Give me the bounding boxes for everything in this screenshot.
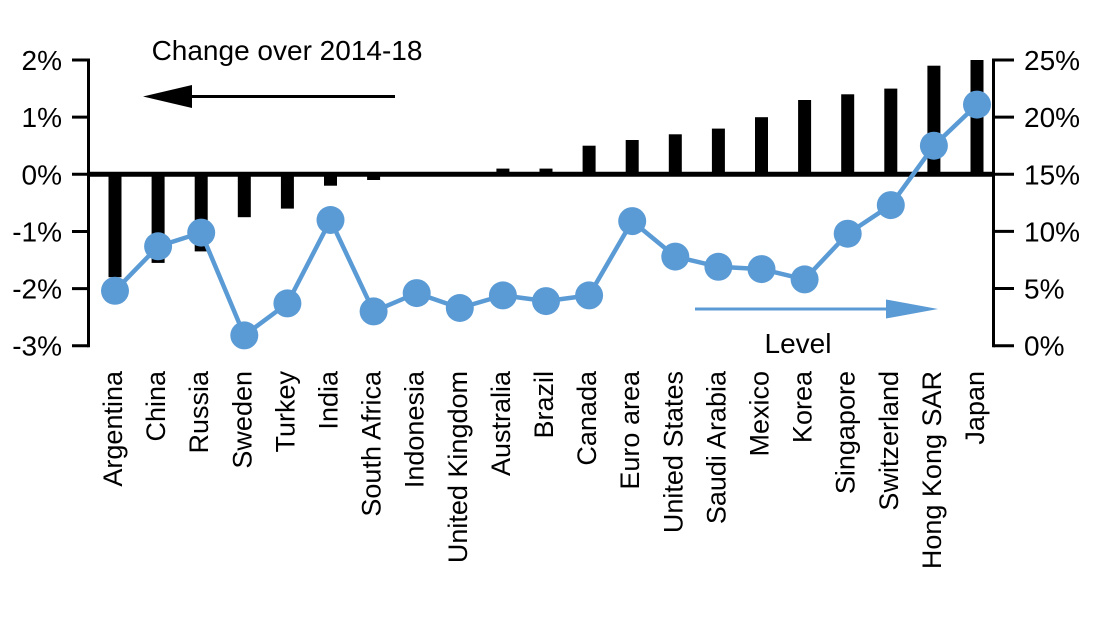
bar-argentina bbox=[108, 174, 122, 278]
x-label-switzerland: Switzerland bbox=[874, 371, 904, 511]
marker-india bbox=[316, 206, 345, 234]
x-label-china: China bbox=[141, 370, 171, 442]
right-arrow-icon bbox=[886, 299, 938, 319]
left-axis-tick-label: 2% bbox=[22, 45, 62, 76]
x-label-united-kingdom: United Kingdom bbox=[443, 371, 473, 563]
change-arrow bbox=[143, 85, 395, 108]
marker-united-states bbox=[661, 242, 690, 271]
left-axis-tick-label: -1% bbox=[12, 216, 62, 247]
left-axis-tick-label: -2% bbox=[12, 274, 62, 305]
bar-brazil bbox=[539, 168, 553, 175]
marker-korea bbox=[790, 265, 819, 294]
axis-ticks-layer: 2% 1% 0% -1% -2% -3% 25% 20% 15% 10% 5% 0% bbox=[12, 45, 1080, 362]
marker-china bbox=[144, 232, 173, 261]
marker-south-africa bbox=[359, 297, 388, 326]
bar-mexico bbox=[755, 117, 768, 175]
bar-singapore bbox=[841, 94, 855, 175]
bar-united-states bbox=[668, 134, 682, 175]
x-label-russia: Russia bbox=[184, 370, 214, 454]
bar-south-africa bbox=[367, 174, 381, 180]
bar-sweden bbox=[237, 174, 251, 218]
left-arrow-icon bbox=[143, 85, 192, 108]
marker-australia bbox=[488, 281, 517, 310]
left-series-title: Change over 2014-18 bbox=[152, 35, 423, 66]
x-label-sweden: Sweden bbox=[227, 371, 257, 469]
bar-switzerland bbox=[884, 88, 898, 175]
marker-hong-kong-sar bbox=[919, 131, 948, 160]
marker-euro-area bbox=[618, 207, 647, 236]
x-axis-labels-layer: Argentina China Russia Sweden Turkey India Sou… bbox=[98, 370, 990, 569]
marker-brazil bbox=[532, 287, 560, 316]
marker-indonesia bbox=[402, 279, 431, 308]
right-axis-tick-label: 0% bbox=[1024, 331, 1064, 362]
x-label-australia: Australia bbox=[486, 370, 516, 476]
left-axis-tick-label: -3% bbox=[12, 331, 62, 362]
level-arrow bbox=[695, 299, 938, 319]
line-layer bbox=[101, 90, 991, 350]
marker-russia bbox=[187, 218, 216, 247]
left-axis-tick-label: 1% bbox=[22, 102, 62, 133]
marker-singapore bbox=[833, 219, 862, 248]
x-label-india: India bbox=[314, 370, 344, 430]
marker-japan bbox=[963, 90, 991, 119]
bar-euro-area bbox=[625, 140, 639, 175]
marker-saudi-arabia bbox=[704, 252, 733, 281]
x-label-canada: Canada bbox=[572, 370, 602, 466]
right-axis-tick-label: 5% bbox=[1024, 274, 1064, 305]
marker-switzerland bbox=[876, 191, 905, 220]
x-label-euro-area: Euro area bbox=[615, 370, 645, 490]
x-label-singapore: Singapore bbox=[831, 371, 861, 494]
x-label-japan: Japan bbox=[960, 371, 990, 445]
marker-sweden bbox=[230, 321, 259, 350]
right-axis-tick-label: 20% bbox=[1024, 102, 1080, 133]
x-label-mexico: Mexico bbox=[745, 371, 775, 457]
bar-india bbox=[324, 174, 337, 186]
marker-canada bbox=[575, 281, 604, 310]
marker-mexico bbox=[747, 255, 776, 284]
bar-canada bbox=[582, 145, 596, 175]
x-label-korea: Korea bbox=[788, 370, 818, 443]
bar-turkey bbox=[280, 174, 294, 209]
bar-australia bbox=[496, 168, 510, 175]
x-label-saudi-arabia: Saudi Arabia bbox=[701, 370, 731, 524]
x-label-south-africa: South Africa bbox=[357, 370, 387, 517]
bar-saudi-arabia bbox=[711, 128, 725, 175]
marker-argentina bbox=[101, 276, 129, 305]
x-label-indonesia: Indonesia bbox=[400, 370, 430, 488]
x-label-argentina: Argentina bbox=[98, 370, 128, 487]
marker-turkey bbox=[273, 289, 302, 318]
x-label-brazil: Brazil bbox=[529, 371, 559, 439]
right-axis-tick-label: 15% bbox=[1024, 159, 1080, 190]
x-label-hong-kong-sar: Hong Kong SAR bbox=[917, 371, 947, 569]
x-label-turkey: Turkey bbox=[270, 371, 300, 453]
right-axis-tick-label: 10% bbox=[1024, 216, 1080, 247]
x-label-united-states: United States bbox=[658, 371, 688, 533]
left-axis-tick-label: 0% bbox=[22, 159, 62, 190]
marker-united-kingdom bbox=[445, 294, 474, 322]
right-axis-tick-label: 25% bbox=[1024, 45, 1080, 76]
right-series-label: Level bbox=[765, 328, 832, 359]
bar-korea bbox=[798, 100, 812, 175]
